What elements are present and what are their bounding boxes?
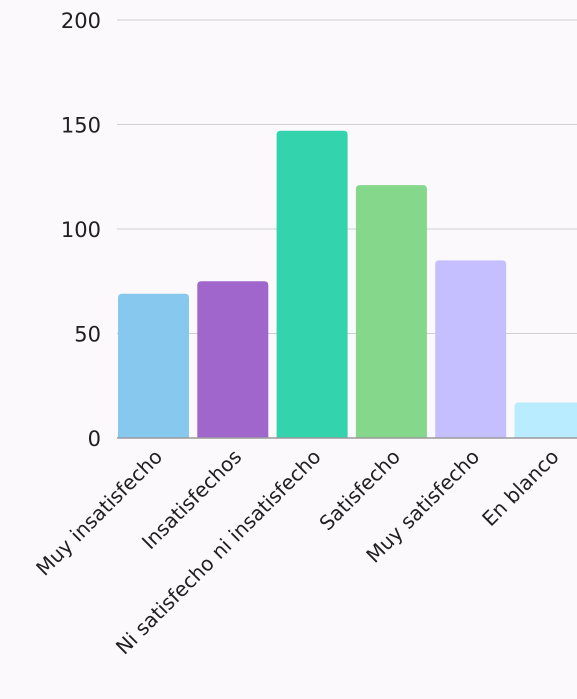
- bar-insatisfechos: [197, 281, 269, 438]
- x-category-label: Muy insatisfecho: [31, 445, 167, 581]
- y-tick-label: 150: [61, 114, 101, 138]
- y-tick-label: 200: [61, 9, 101, 33]
- bar-en-blanco: [514, 402, 577, 438]
- bar-ni-satisfecho-ni-insatisfecho: [276, 130, 348, 438]
- y-axis-tick-labels: 0 50 100 150 200: [61, 9, 101, 451]
- y-tick-label: 50: [74, 323, 101, 347]
- bar-satisfecho: [355, 185, 427, 438]
- bars: [118, 130, 577, 438]
- bar-muy-insatisfecho: [118, 293, 189, 438]
- y-tick-label: 0: [88, 427, 101, 451]
- bar-muy-satisfecho: [435, 260, 507, 438]
- y-tick-label: 100: [61, 218, 101, 242]
- x-category-label: En blanco: [477, 445, 563, 531]
